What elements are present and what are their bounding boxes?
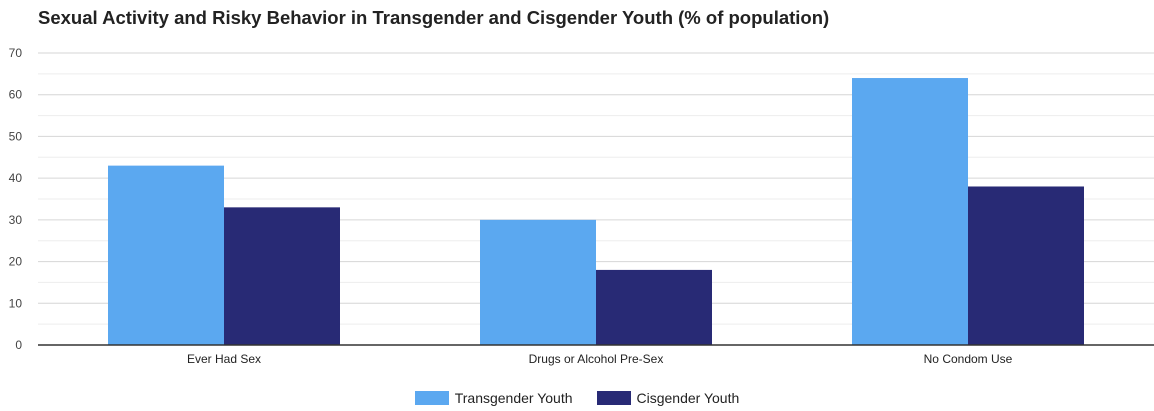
bar-transgender xyxy=(852,78,968,346)
bar-cisgender xyxy=(224,207,340,345)
x-tick-label: Ever Had Sex xyxy=(187,352,261,366)
x-tick-label: Drugs or Alcohol Pre-Sex xyxy=(529,352,664,366)
y-tick-label: 40 xyxy=(9,171,23,185)
chart-title: Sexual Activity and Risky Behavior in Tr… xyxy=(38,7,830,28)
bar-transgender xyxy=(108,165,224,345)
legend-swatch-transgender xyxy=(414,391,449,405)
y-tick-label: 30 xyxy=(9,213,23,227)
bar-transgender xyxy=(480,219,596,345)
bar-chart: 0 10 20 30 40 50 60 70 Ever Had Sex Drugs or Alco… xyxy=(9,46,1154,366)
y-tick-label: 10 xyxy=(9,296,23,310)
y-tick-label: 0 xyxy=(15,338,22,352)
legend: Transgender Youth Cisgender Youth xyxy=(0,390,1154,406)
legend-item-transgender[interactable]: Transgender Youth xyxy=(414,390,573,406)
y-tick-label: 60 xyxy=(9,88,23,102)
x-tick-label: No Condom Use xyxy=(924,352,1013,366)
y-tick-label: 50 xyxy=(9,129,23,143)
legend-item-cisgender[interactable]: Cisgender Youth xyxy=(596,390,740,406)
bar-cisgender xyxy=(968,186,1084,345)
y-tick-label: 70 xyxy=(9,46,23,60)
bar-cisgender xyxy=(596,269,712,345)
legend-swatch-cisgender xyxy=(596,391,631,405)
legend-label-transgender: Transgender Youth xyxy=(454,390,573,406)
y-tick-label: 20 xyxy=(9,255,23,269)
legend-label-cisgender: Cisgender Youth xyxy=(636,390,740,406)
